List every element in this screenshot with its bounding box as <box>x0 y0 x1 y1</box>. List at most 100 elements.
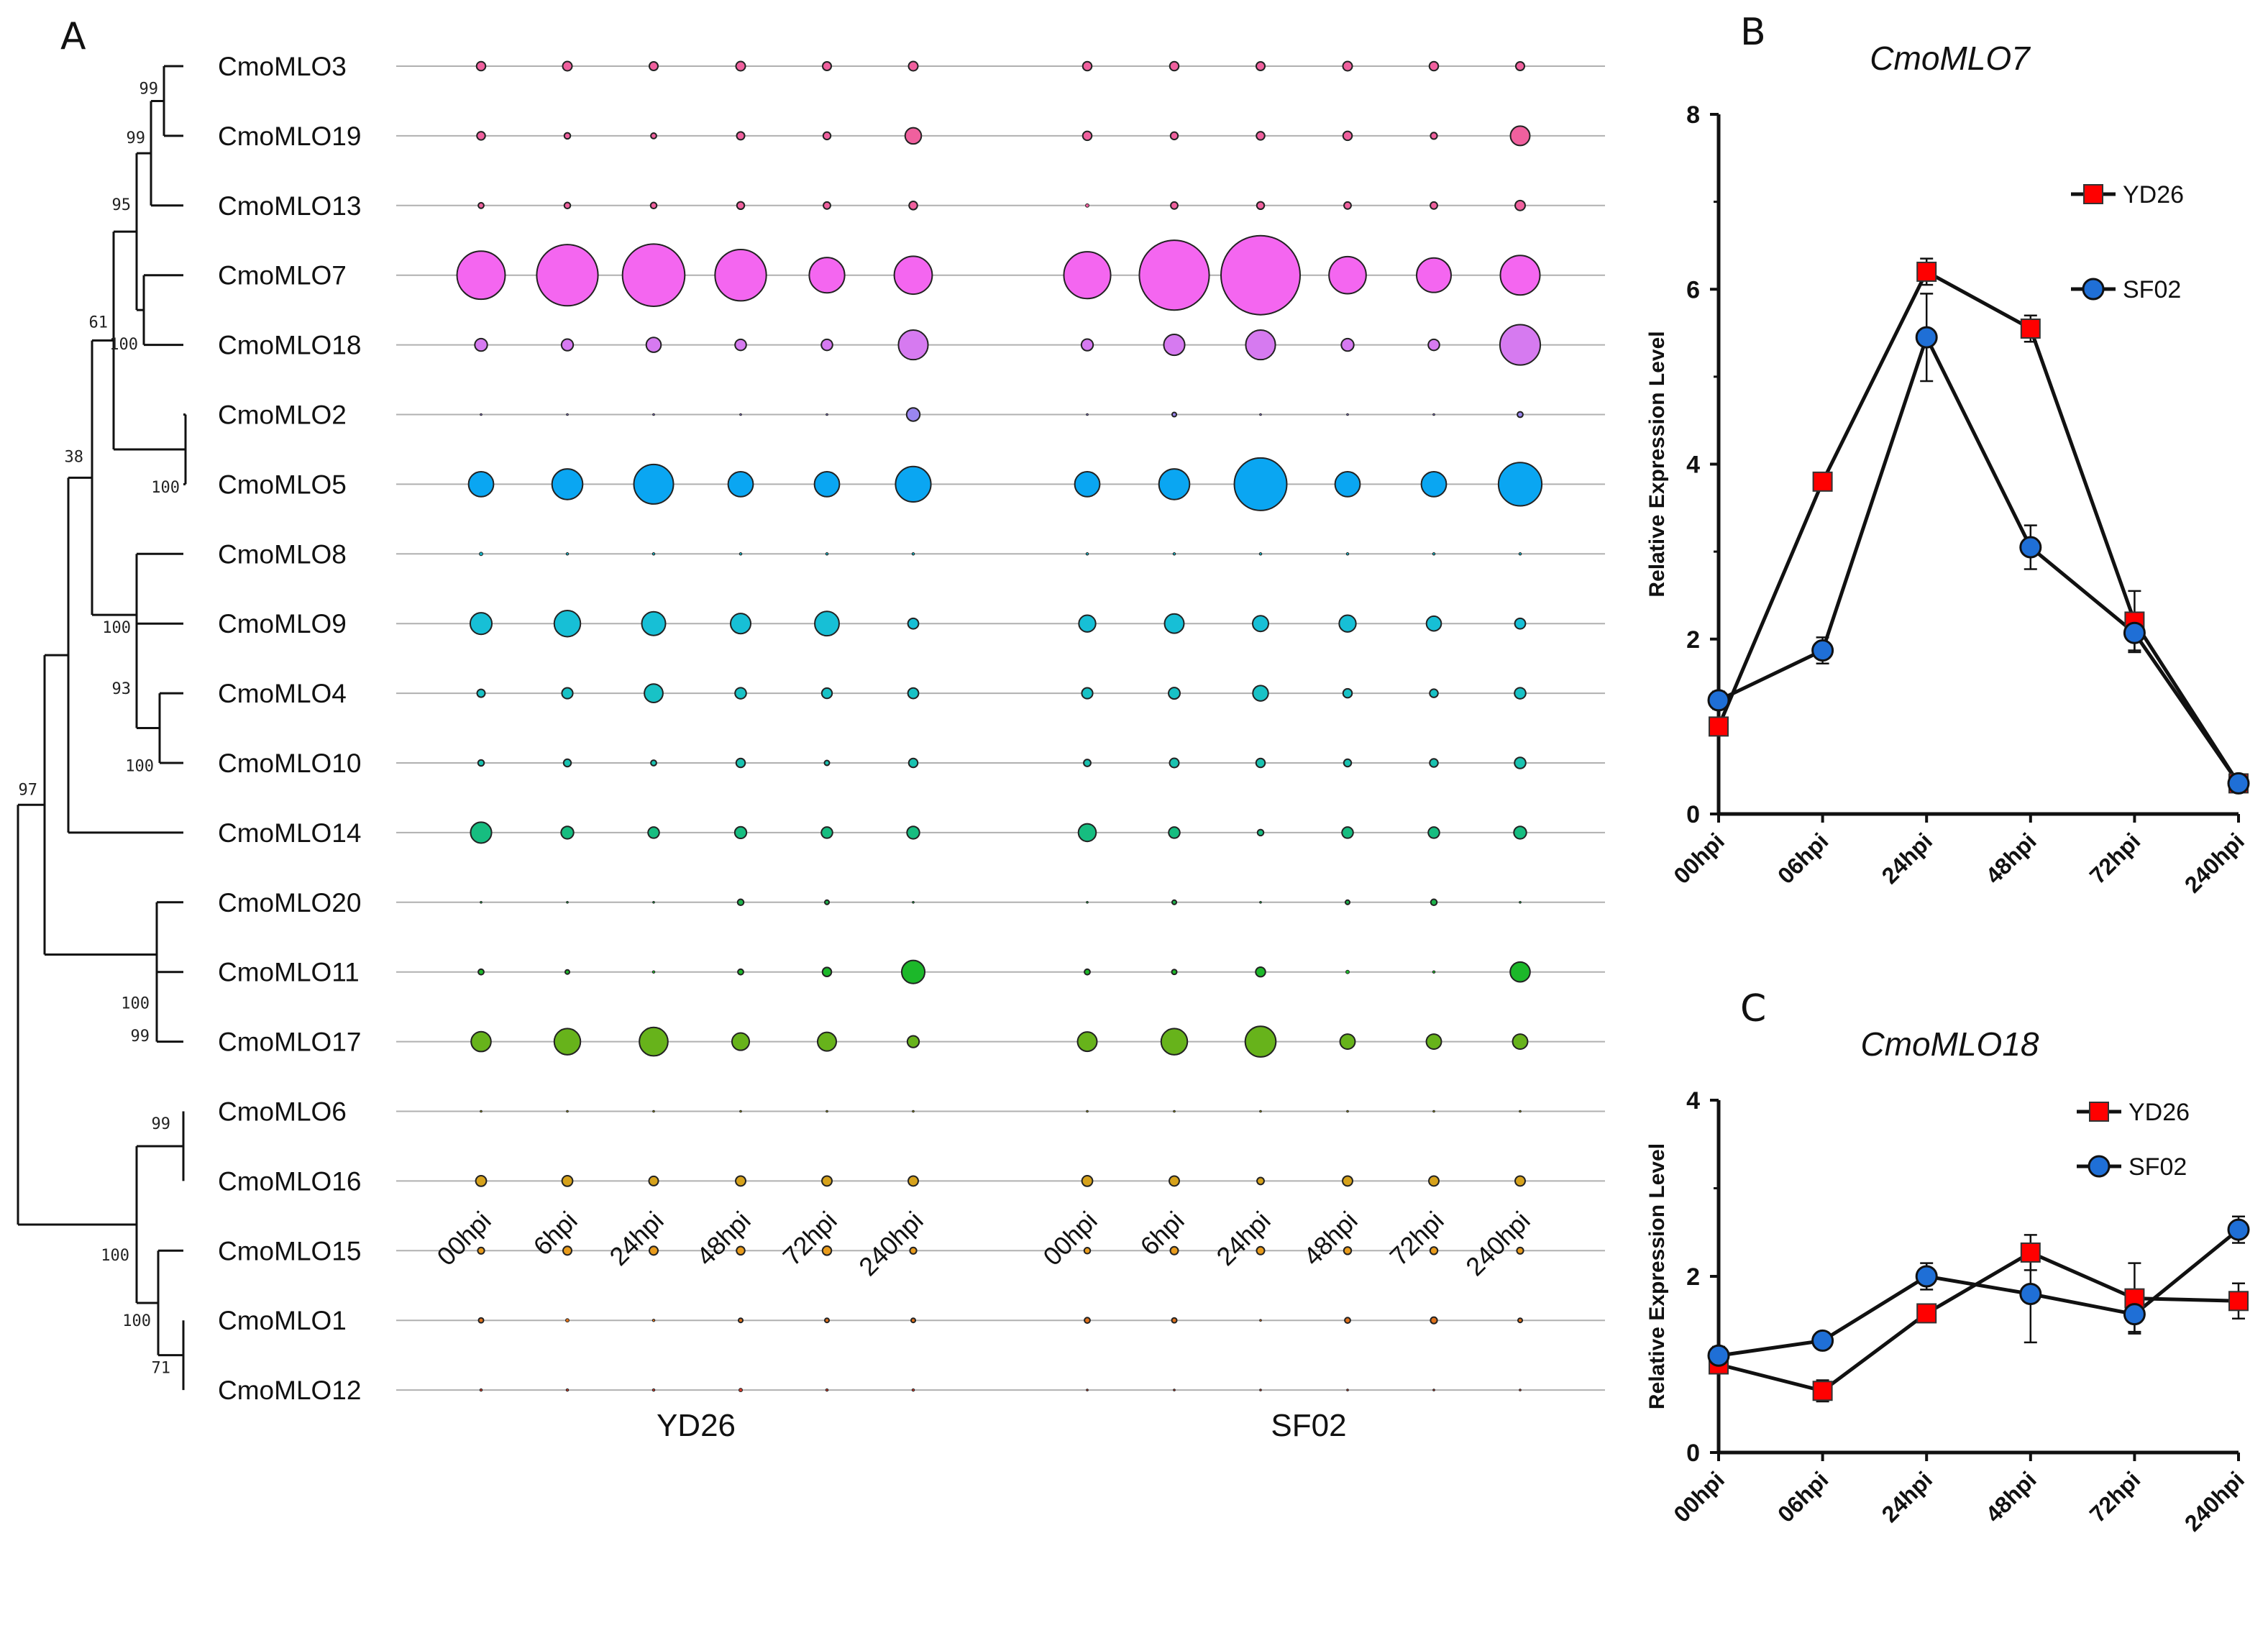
bubble-cmomlo15-sf02-72hpi <box>1429 1246 1439 1255</box>
bubble-cmomlo16-yd26-6hpi <box>561 1175 574 1187</box>
bubble-cmomlo2-sf02-6hpi <box>1171 411 1178 418</box>
bubble-cmomlo13-sf02-6hpi <box>1170 201 1179 210</box>
bubble-cmomlo17-sf02-240hpi <box>1512 1033 1529 1051</box>
bootstrap-value: 100 <box>109 336 138 354</box>
bubble-cmomlo4-yd26-6hpi <box>561 687 574 700</box>
bubble-cmomlo14-yd26-6hpi <box>560 825 575 840</box>
gene-label-cmomlo1: CmoMLO1 <box>218 1306 347 1335</box>
bubble-cmomlo20-yd26-00hpi <box>480 901 483 904</box>
data-point-sf02-24hpi <box>1915 326 1938 349</box>
data-point-sf02-00hpi <box>1707 689 1730 712</box>
bubble-cmomlo6-sf02-6hpi <box>1173 1110 1176 1113</box>
bubble-cmomlo1-sf02-240hpi <box>1517 1317 1524 1324</box>
bootstrap-value: 97 <box>19 781 38 799</box>
bubble-cmomlo10-yd26-72hpi <box>823 759 831 767</box>
gene-label-cmomlo16: CmoMLO16 <box>218 1166 361 1196</box>
bubble-cmomlo12-yd26-00hpi <box>479 1388 483 1392</box>
bubble-cmomlo9-sf02-00hpi <box>1078 614 1097 633</box>
bubble-x-tick-sf02-48hpi: 48hpi <box>1297 1206 1363 1271</box>
bubble-cmomlo15-yd26-240hpi <box>909 1246 918 1255</box>
bubble-cmomlo8-sf02-48hpi <box>1345 552 1350 556</box>
bubble-cmomlo20-yd26-240hpi <box>912 901 915 904</box>
bubble-cmomlo1-sf02-48hpi <box>1344 1317 1351 1325</box>
gene-label-cmomlo14: CmoMLO14 <box>218 818 361 848</box>
gene-label-cmomlo2: CmoMLO2 <box>218 401 347 430</box>
bubble-cmomlo11-sf02-6hpi <box>1171 969 1178 976</box>
bootstrap-value: 95 <box>112 196 132 214</box>
bubble-cmomlo18-yd26-48hpi <box>734 338 747 352</box>
bubble-cmomlo4-yd26-240hpi <box>907 687 920 700</box>
gene-label-cmomlo6: CmoMLO6 <box>218 1097 347 1127</box>
bubble-cmomlo1-yd26-00hpi <box>477 1317 485 1324</box>
data-point-yd26-06hpi <box>1812 471 1833 492</box>
bubble-cmomlo15-yd26-48hpi <box>736 1245 746 1256</box>
bubble-cmomlo7-sf02-24hpi <box>1220 234 1301 316</box>
line-chart-cmomlo7: CmoMLO7 0 2 4 6 8 Relative Expression Level 00h… <box>1645 40 2250 898</box>
legend-marker-sf02 <box>2082 278 2105 301</box>
bubble-cmomlo15-sf02-48hpi <box>1343 1246 1353 1255</box>
series-line-yd26 <box>1718 1250 2239 1393</box>
bubble-cmomlo19-sf02-00hpi <box>1082 130 1093 142</box>
bubble-cmomlo18-sf02-240hpi <box>1499 324 1542 366</box>
bubble-cmomlo7-yd26-48hpi <box>714 249 767 302</box>
bubble-cmomlo7-yd26-00hpi <box>456 250 506 301</box>
bubble-cmomlo13-yd26-48hpi <box>736 201 746 211</box>
bubble-cmomlo6-yd26-240hpi <box>912 1110 915 1113</box>
bubble-cmomlo7-sf02-00hpi <box>1063 251 1112 300</box>
bubble-cmomlo1-sf02-72hpi <box>1430 1316 1438 1325</box>
bubble-cmomlo11-sf02-72hpi <box>1432 970 1436 974</box>
x-tick-label-72hpi: 72hpi <box>2085 1466 2146 1527</box>
legend-label-yd26: YD26 <box>2128 1099 2190 1126</box>
bubble-cmomlo2-yd26-24hpi <box>652 413 655 416</box>
bubble-cmomlo2-sf02-00hpi <box>1086 413 1089 416</box>
data-point-sf02-72hpi <box>2123 1303 2146 1326</box>
bubble-cmomlo14-sf02-48hpi <box>1341 826 1354 839</box>
bubble-cmomlo12-yd26-72hpi <box>825 1388 829 1392</box>
bubble-cmomlo9-sf02-240hpi <box>1514 617 1527 630</box>
bubble-cmomlo8-sf02-72hpi <box>1432 552 1436 556</box>
bubble-cmomlo12-sf02-24hpi <box>1259 1389 1262 1391</box>
bubble-cmomlo11-yd26-6hpi <box>564 969 571 975</box>
bootstrap-value: 100 <box>101 1247 129 1265</box>
bubble-cmomlo1-sf02-6hpi <box>1171 1317 1178 1324</box>
bubble-cmomlo12-yd26-240hpi <box>911 1388 915 1392</box>
bubble-cmomlo9-yd26-240hpi <box>907 617 920 630</box>
bubble-cmomlo4-sf02-6hpi <box>1168 687 1181 700</box>
bubble-cmomlo5-yd26-6hpi <box>551 468 584 500</box>
bubble-cmomlo8-sf02-00hpi <box>1085 552 1089 556</box>
bubble-cmomlo18-yd26-24hpi <box>645 337 662 353</box>
bubble-cmomlo6-sf02-00hpi <box>1086 1110 1089 1113</box>
bubble-cmomlo17-yd26-72hpi <box>816 1031 838 1052</box>
bubble-cmomlo11-sf02-24hpi <box>1255 966 1266 978</box>
bubble-cmomlo20-sf02-48hpi <box>1344 899 1351 905</box>
bubble-cmomlo19-sf02-24hpi <box>1256 131 1266 141</box>
bubble-cmomlo20-yd26-6hpi <box>566 901 569 904</box>
bubble-cmomlo9-yd26-6hpi <box>553 609 582 638</box>
bubble-cmomlo10-yd26-24hpi <box>650 759 657 767</box>
bubble-cmomlo7-sf02-48hpi <box>1328 255 1367 295</box>
x-tick-label-48hpi: 48hpi <box>1980 1466 2041 1527</box>
bubble-cmomlo7-sf02-240hpi <box>1499 255 1541 296</box>
bubble-cmomlo12-sf02-00hpi <box>1086 1389 1089 1391</box>
bubble-cmomlo9-sf02-6hpi <box>1163 613 1185 634</box>
bubble-cmomlo4-sf02-72hpi <box>1429 688 1439 698</box>
gene-label-cmomlo19: CmoMLO19 <box>218 122 361 151</box>
bubble-cmomlo14-yd26-24hpi <box>647 826 660 839</box>
bubble-cmomlo18-sf02-00hpi <box>1080 338 1094 352</box>
bubble-cmomlo4-sf02-48hpi <box>1342 687 1353 699</box>
bubble-x-tick-sf02-6hpi: 6hpi <box>1135 1206 1190 1261</box>
bubble-cmomlo5-yd26-240hpi <box>895 465 932 503</box>
bubble-cmomlo2-yd26-00hpi <box>480 413 483 416</box>
bubble-cmomlo18-sf02-72hpi <box>1427 338 1440 352</box>
bubble-cmomlo19-yd26-00hpi <box>476 131 486 141</box>
bubble-x-tick-yd26-6hpi: 6hpi <box>528 1206 583 1261</box>
y-tick-label: 0 <box>1686 1440 1700 1467</box>
bubble-cmomlo12-sf02-6hpi <box>1173 1389 1176 1391</box>
phylogenetic-tree: 9999951006110038100931009710099991001007… <box>17 65 187 1391</box>
bubble-x-tick-yd26-72hpi: 72hpi <box>777 1206 842 1271</box>
bubble-cmomlo10-yd26-00hpi <box>477 759 485 767</box>
bubble-cmomlo13-sf02-00hpi <box>1085 203 1089 208</box>
bubble-cmomlo20-sf02-72hpi <box>1430 898 1438 907</box>
bubble-cmomlo8-yd26-24hpi <box>651 552 656 556</box>
bubble-cmomlo15-sf02-24hpi <box>1256 1245 1266 1255</box>
